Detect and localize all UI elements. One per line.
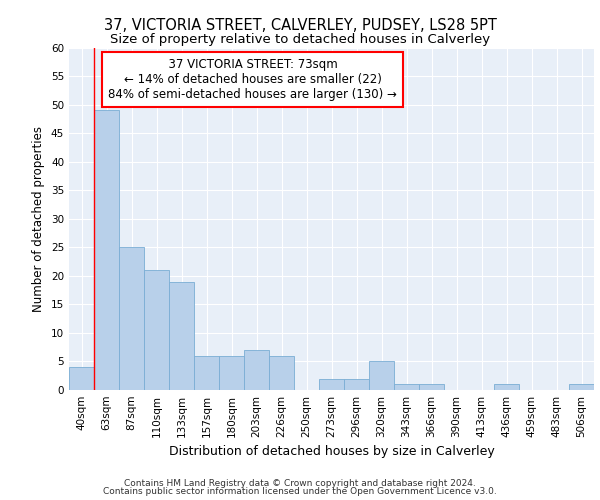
Bar bbox=[169, 282, 194, 390]
Bar bbox=[119, 248, 144, 390]
Bar bbox=[419, 384, 444, 390]
Text: Contains HM Land Registry data © Crown copyright and database right 2024.: Contains HM Land Registry data © Crown c… bbox=[124, 478, 476, 488]
Bar bbox=[344, 378, 369, 390]
X-axis label: Distribution of detached houses by size in Calverley: Distribution of detached houses by size … bbox=[169, 446, 494, 458]
Bar bbox=[69, 367, 94, 390]
Bar bbox=[394, 384, 419, 390]
Text: Contains public sector information licensed under the Open Government Licence v3: Contains public sector information licen… bbox=[103, 487, 497, 496]
Bar bbox=[269, 356, 294, 390]
Bar bbox=[94, 110, 119, 390]
Bar bbox=[569, 384, 594, 390]
Y-axis label: Number of detached properties: Number of detached properties bbox=[32, 126, 46, 312]
Bar bbox=[144, 270, 169, 390]
Bar bbox=[494, 384, 519, 390]
Bar bbox=[194, 356, 219, 390]
Bar bbox=[369, 362, 394, 390]
Text: 37, VICTORIA STREET, CALVERLEY, PUDSEY, LS28 5PT: 37, VICTORIA STREET, CALVERLEY, PUDSEY, … bbox=[104, 18, 496, 32]
Text: Size of property relative to detached houses in Calverley: Size of property relative to detached ho… bbox=[110, 32, 490, 46]
Bar bbox=[319, 378, 344, 390]
Bar bbox=[219, 356, 244, 390]
Text: 37 VICTORIA STREET: 73sqm  
← 14% of detached houses are smaller (22)
84% of sem: 37 VICTORIA STREET: 73sqm ← 14% of detac… bbox=[109, 58, 397, 101]
Bar bbox=[244, 350, 269, 390]
